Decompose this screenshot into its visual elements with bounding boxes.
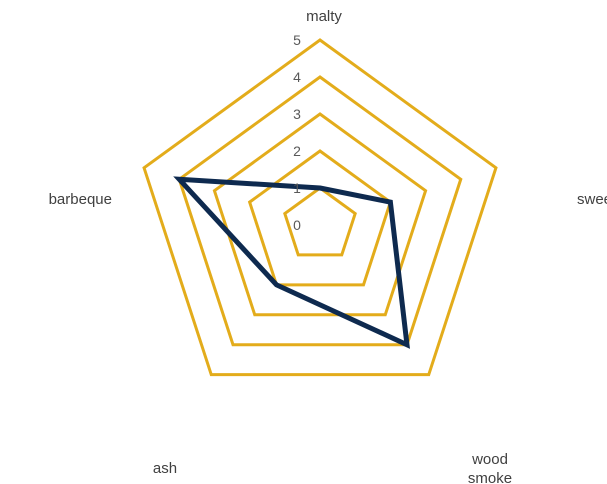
category-label-line: wood xyxy=(471,451,508,468)
category-label-line: sweet xyxy=(577,191,607,208)
grid-ring-4 xyxy=(177,75,463,347)
tick-label-4: 4 xyxy=(293,69,301,85)
tick-label-5: 5 xyxy=(293,32,301,48)
series-line-0 xyxy=(173,176,410,349)
category-label-line: smoke xyxy=(468,470,512,484)
category-label-malty: malty xyxy=(306,8,342,25)
grid-layer xyxy=(142,38,498,377)
category-label-line: barbeque xyxy=(49,191,112,208)
category-label-sweet: sweet xyxy=(577,191,607,208)
category-label-wood-smoke: wood smoke xyxy=(468,451,512,484)
grid-ring-2 xyxy=(247,149,393,287)
tick-label-3: 3 xyxy=(293,106,301,122)
tick-labels: 0 1 2 3 4 5 xyxy=(293,32,301,233)
grid-ring-5 xyxy=(142,38,498,377)
tick-label-2: 2 xyxy=(293,143,301,159)
category-label-line: malty xyxy=(306,8,342,25)
category-labels: malty sweet wood smoke ash barbeque xyxy=(49,8,607,484)
tick-label-0: 0 xyxy=(293,217,301,233)
category-label-ash: ash xyxy=(153,460,177,477)
tick-label-1: 1 xyxy=(293,180,301,196)
series-layer xyxy=(173,176,410,349)
grid-ring-1 xyxy=(283,186,357,257)
grid-ring-3 xyxy=(212,112,428,317)
category-label-barbeque: barbeque xyxy=(49,191,112,208)
category-label-line: ash xyxy=(153,460,177,477)
